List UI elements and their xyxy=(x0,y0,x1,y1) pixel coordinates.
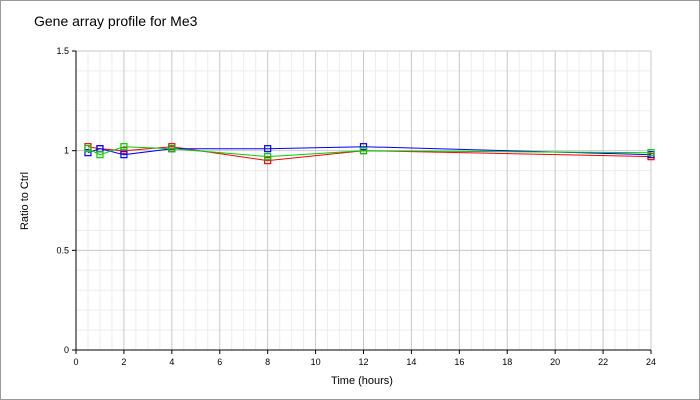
x-tick-label: 12 xyxy=(358,357,368,367)
x-tick-label: 4 xyxy=(169,357,174,367)
x-tick-label: 24 xyxy=(646,357,656,367)
data-point-marker xyxy=(647,149,655,157)
data-point-marker xyxy=(359,143,368,151)
data-point-marker xyxy=(120,143,128,151)
data-point-marker xyxy=(120,151,128,159)
y-axis-label: Ratio to Ctrl xyxy=(19,172,31,230)
data-point-marker xyxy=(168,145,176,153)
data-point-marker xyxy=(264,153,272,161)
x-tick-label: 10 xyxy=(311,357,321,367)
series-line xyxy=(87,146,652,158)
x-tick-label: 22 xyxy=(598,357,608,367)
x-tick-label: 20 xyxy=(550,357,560,367)
x-tick-label: 14 xyxy=(406,357,416,367)
y-tick-label: 0 xyxy=(64,345,69,355)
y-tick-label: 0.5 xyxy=(56,245,69,255)
data-point-marker xyxy=(84,145,92,153)
chart-title: Gene array profile for Me3 xyxy=(34,13,198,29)
x-tick-label: 0 xyxy=(73,357,78,367)
x-tick-label: 16 xyxy=(454,357,464,367)
data-point-marker xyxy=(120,147,128,155)
y-tick-label: 1 xyxy=(64,146,69,156)
x-axis-label: Time (hours) xyxy=(331,375,393,387)
x-tick-label: 18 xyxy=(502,357,512,367)
x-tick-label: 2 xyxy=(121,357,126,367)
data-point-marker xyxy=(96,151,104,159)
data-point-marker xyxy=(264,145,272,153)
x-tick-label: 8 xyxy=(265,357,270,367)
data-point-marker xyxy=(359,147,368,155)
y-tick-label: 1.5 xyxy=(56,46,69,56)
data-point-marker xyxy=(264,157,272,165)
x-tick-label: 6 xyxy=(217,357,222,367)
data-point-marker xyxy=(84,149,92,157)
